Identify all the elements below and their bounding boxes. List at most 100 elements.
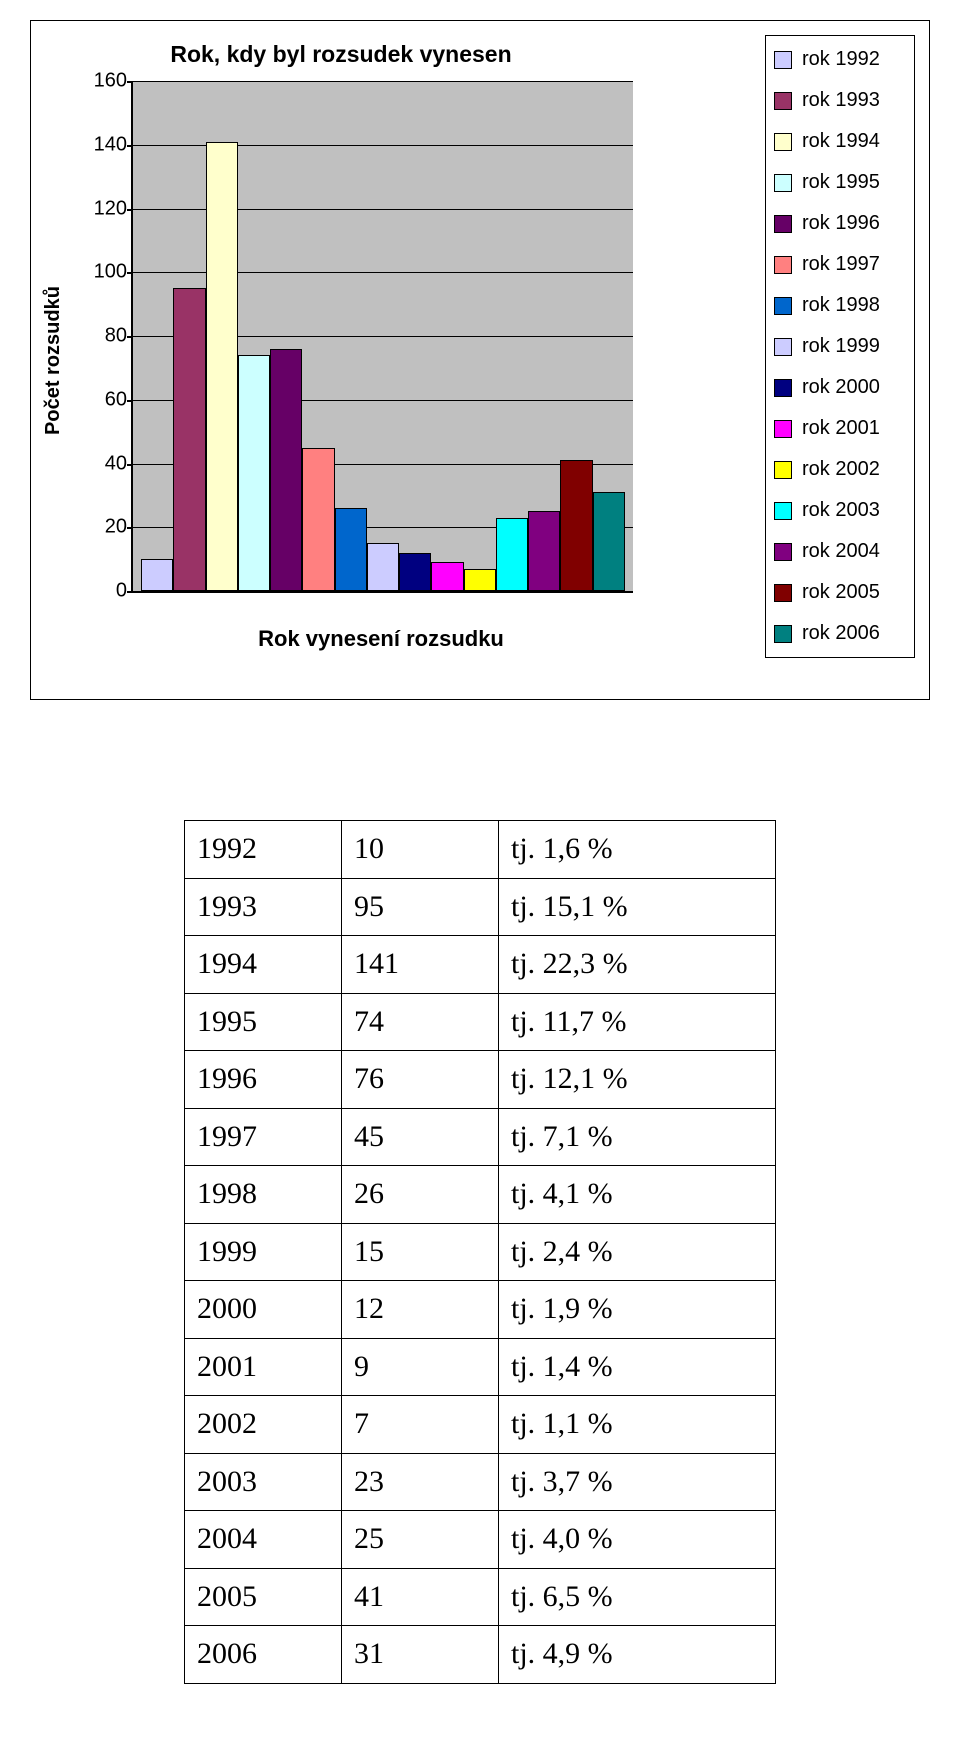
table-row: 200323tj. 3,7 % <box>185 1453 776 1511</box>
legend-item: rok 1994 <box>774 130 906 153</box>
table-row: 199745tj. 7,1 % <box>185 1108 776 1166</box>
cell-count: 74 <box>342 993 499 1051</box>
cell-year: 2000 <box>185 1281 342 1339</box>
cell-count: 41 <box>342 1568 499 1626</box>
cell-percent: tj. 22,3 % <box>499 936 776 994</box>
chart-title: Rok, kdy byl rozsudek vynesen <box>31 41 651 68</box>
bar <box>335 508 367 591</box>
cell-count: 7 <box>342 1396 499 1454</box>
legend-label: rok 2006 <box>802 622 880 645</box>
cell-percent: tj. 11,7 % <box>499 993 776 1051</box>
legend-item: rok 1995 <box>774 171 906 194</box>
legend-item: rok 1999 <box>774 335 906 358</box>
cell-year: 1993 <box>185 878 342 936</box>
page: Rok, kdy byl rozsudek vynesen Počet rozs… <box>0 0 960 1744</box>
cell-percent: tj. 1,9 % <box>499 1281 776 1339</box>
cell-year: 1992 <box>185 821 342 879</box>
y-tick-label: 140 <box>94 133 133 156</box>
cell-year: 2004 <box>185 1511 342 1569</box>
bar <box>431 562 463 591</box>
legend-swatch <box>774 338 792 356</box>
legend-item: rok 2004 <box>774 540 906 563</box>
cell-count: 141 <box>342 936 499 994</box>
cell-percent: tj. 15,1 % <box>499 878 776 936</box>
table-row: 2002 7tj. 1,1 % <box>185 1396 776 1454</box>
table-row: 200012tj. 1,9 % <box>185 1281 776 1339</box>
cell-year: 2006 <box>185 1626 342 1684</box>
legend-label: rok 1995 <box>802 171 880 194</box>
plot-area: 020406080100120140160 <box>131 81 633 593</box>
table-row: 199395tj. 15,1 % <box>185 878 776 936</box>
cell-percent: tj. 2,4 % <box>499 1223 776 1281</box>
cell-count: 15 <box>342 1223 499 1281</box>
bar <box>173 288 205 591</box>
legend-label: rok 1999 <box>802 335 880 358</box>
bars-container <box>133 81 633 591</box>
legend-item: rok 1992 <box>774 48 906 71</box>
cell-percent: tj. 1,1 % <box>499 1396 776 1454</box>
cell-year: 1997 <box>185 1108 342 1166</box>
bar <box>528 511 560 591</box>
cell-year: 2002 <box>185 1396 342 1454</box>
legend-item: rok 2003 <box>774 499 906 522</box>
data-table-body: 199210tj. 1,6 %199395tj. 15,1 %1994141tj… <box>185 821 776 1684</box>
cell-count: 23 <box>342 1453 499 1511</box>
legend-swatch <box>774 584 792 602</box>
legend-label: rok 2004 <box>802 540 880 563</box>
y-axis-title-text: Počet rozsudků <box>42 286 65 435</box>
legend-label: rok 2002 <box>802 458 880 481</box>
bar <box>238 355 270 591</box>
cell-percent: tj. 1,4 % <box>499 1338 776 1396</box>
legend-item: rok 2000 <box>774 376 906 399</box>
legend-swatch <box>774 461 792 479</box>
table-row: 2001 9tj. 1,4 % <box>185 1338 776 1396</box>
bar <box>496 518 528 591</box>
legend-swatch <box>774 379 792 397</box>
bar <box>464 569 496 591</box>
legend-label: rok 1994 <box>802 130 880 153</box>
cell-percent: tj. 4,0 % <box>499 1511 776 1569</box>
y-axis-title: Počet rozsudků <box>39 81 67 639</box>
legend-item: rok 2006 <box>774 622 906 645</box>
bar <box>593 492 625 591</box>
y-tick-label: 40 <box>105 452 133 475</box>
legend-swatch <box>774 625 792 643</box>
y-tick-label: 100 <box>94 261 133 284</box>
table-row: 199676tj. 12,1 % <box>185 1051 776 1109</box>
cell-year: 1996 <box>185 1051 342 1109</box>
cell-count: 10 <box>342 821 499 879</box>
cell-count: 31 <box>342 1626 499 1684</box>
table-row: 1994141tj. 22,3 % <box>185 936 776 994</box>
legend-label: rok 2005 <box>802 581 880 604</box>
bar <box>560 460 592 591</box>
legend-swatch <box>774 297 792 315</box>
y-tick-label: 120 <box>94 197 133 220</box>
cell-count: 25 <box>342 1511 499 1569</box>
cell-percent: tj. 12,1 % <box>499 1051 776 1109</box>
table-row: 199826tj. 4,1 % <box>185 1166 776 1224</box>
table-row: 199210tj. 1,6 % <box>185 821 776 879</box>
cell-percent: tj. 6,5 % <box>499 1568 776 1626</box>
legend-swatch <box>774 215 792 233</box>
legend-swatch <box>774 256 792 274</box>
table-row: 200541tj. 6,5 % <box>185 1568 776 1626</box>
bar <box>302 448 334 591</box>
legend-swatch <box>774 502 792 520</box>
cell-count: 45 <box>342 1108 499 1166</box>
cell-percent: tj. 1,6 % <box>499 821 776 879</box>
legend-item: rok 1997 <box>774 253 906 276</box>
table-row: 199574tj. 11,7 % <box>185 993 776 1051</box>
legend: rok 1992rok 1993rok 1994rok 1995rok 1996… <box>765 35 915 658</box>
legend-swatch <box>774 543 792 561</box>
legend-swatch <box>774 133 792 151</box>
legend-label: rok 2000 <box>802 376 880 399</box>
cell-percent: tj. 7,1 % <box>499 1108 776 1166</box>
legend-swatch <box>774 92 792 110</box>
y-tick-label: 60 <box>105 388 133 411</box>
bar <box>141 559 173 591</box>
cell-count: 76 <box>342 1051 499 1109</box>
table-row: 200425tj. 4,0 % <box>185 1511 776 1569</box>
legend-item: rok 2005 <box>774 581 906 604</box>
cell-year: 1994 <box>185 936 342 994</box>
y-tick-label: 80 <box>105 325 133 348</box>
